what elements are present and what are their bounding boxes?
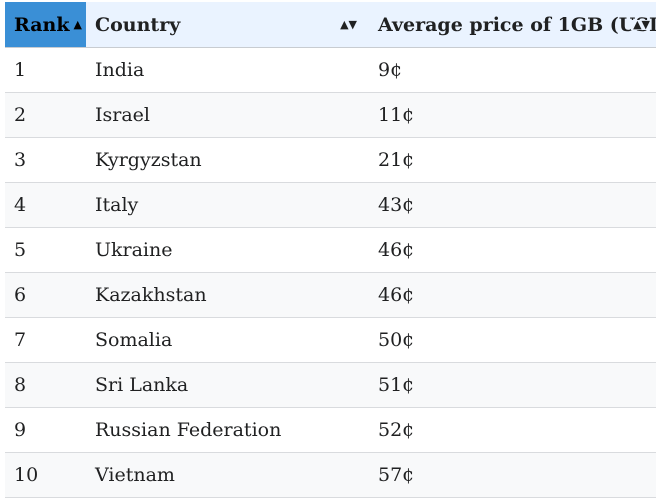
price-column-header[interactable]: Average price of 1GB (USD) ▲▼	[369, 2, 656, 48]
table-row: 1 India 9¢	[5, 47, 656, 93]
table-row: 3 Kyrgyzstan 21¢	[5, 137, 656, 183]
table-row: 10 Vietnam 57¢	[5, 452, 656, 498]
rank-cell: 9	[5, 407, 86, 453]
country-cell: Somalia	[86, 317, 369, 363]
table-row: 8 Sri Lanka 51¢	[5, 362, 656, 408]
rank-cell: 2	[5, 92, 86, 138]
table-row: 4 Italy 43¢	[5, 182, 656, 228]
header-row: Rank ▲ Country ▲▼ Average price of 1GB (…	[5, 2, 656, 48]
price-cell: 9¢	[369, 47, 656, 93]
country-cell: Sri Lanka	[86, 362, 369, 408]
price-cell: 51¢	[369, 362, 656, 408]
rank-cell: 4	[5, 182, 86, 228]
sort-both-icon: ▲▼	[631, 17, 650, 31]
sort-ascending-icon: ▲	[73, 17, 82, 31]
price-cell: 21¢	[369, 137, 656, 183]
price-cell: 46¢	[369, 227, 656, 273]
rank-column-header[interactable]: Rank ▲	[5, 2, 86, 48]
country-cell: Kazakhstan	[86, 272, 369, 318]
table-row: 2 Israel 11¢	[5, 92, 656, 138]
country-cell: India	[86, 47, 369, 93]
table-row: 7 Somalia 50¢	[5, 317, 656, 363]
rank-cell: 10	[5, 452, 86, 498]
table-header: Rank ▲ Country ▲▼ Average price of 1GB (…	[5, 2, 656, 48]
rank-cell: 3	[5, 137, 86, 183]
price-cell: 46¢	[369, 272, 656, 318]
rank-cell: 8	[5, 362, 86, 408]
table-row: 6 Kazakhstan 46¢	[5, 272, 656, 318]
country-cell: Israel	[86, 92, 369, 138]
country-column-header[interactable]: Country ▲▼	[86, 2, 369, 48]
table-row: 9 Russian Federation 52¢	[5, 407, 656, 453]
country-cell: Kyrgyzstan	[86, 137, 369, 183]
price-cell: 52¢	[369, 407, 656, 453]
price-cell: 57¢	[369, 452, 656, 498]
country-cell: Russian Federation	[86, 407, 369, 453]
rank-header-label: Rank	[14, 13, 70, 36]
sort-both-icon: ▲▼	[340, 17, 357, 31]
rank-cell: 7	[5, 317, 86, 363]
data-table-container: Rank ▲ Country ▲▼ Average price of 1GB (…	[5, 2, 656, 498]
country-header-label: Country	[95, 13, 181, 36]
rank-cell: 1	[5, 47, 86, 93]
country-cell: Ukraine	[86, 227, 369, 273]
rank-cell: 5	[5, 227, 86, 273]
price-cell: 50¢	[369, 317, 656, 363]
price-cell: 43¢	[369, 182, 656, 228]
country-cell: Italy	[86, 182, 369, 228]
country-cell: Vietnam	[86, 452, 369, 498]
table-body: 1 India 9¢ 2 Israel 11¢ 3 Kyrgyzstan 21¢…	[5, 47, 656, 498]
price-cell: 11¢	[369, 92, 656, 138]
price-table: Rank ▲ Country ▲▼ Average price of 1GB (…	[5, 2, 656, 498]
table-row: 5 Ukraine 46¢	[5, 227, 656, 273]
rank-cell: 6	[5, 272, 86, 318]
price-header-label: Average price of 1GB (USD)	[378, 13, 656, 36]
